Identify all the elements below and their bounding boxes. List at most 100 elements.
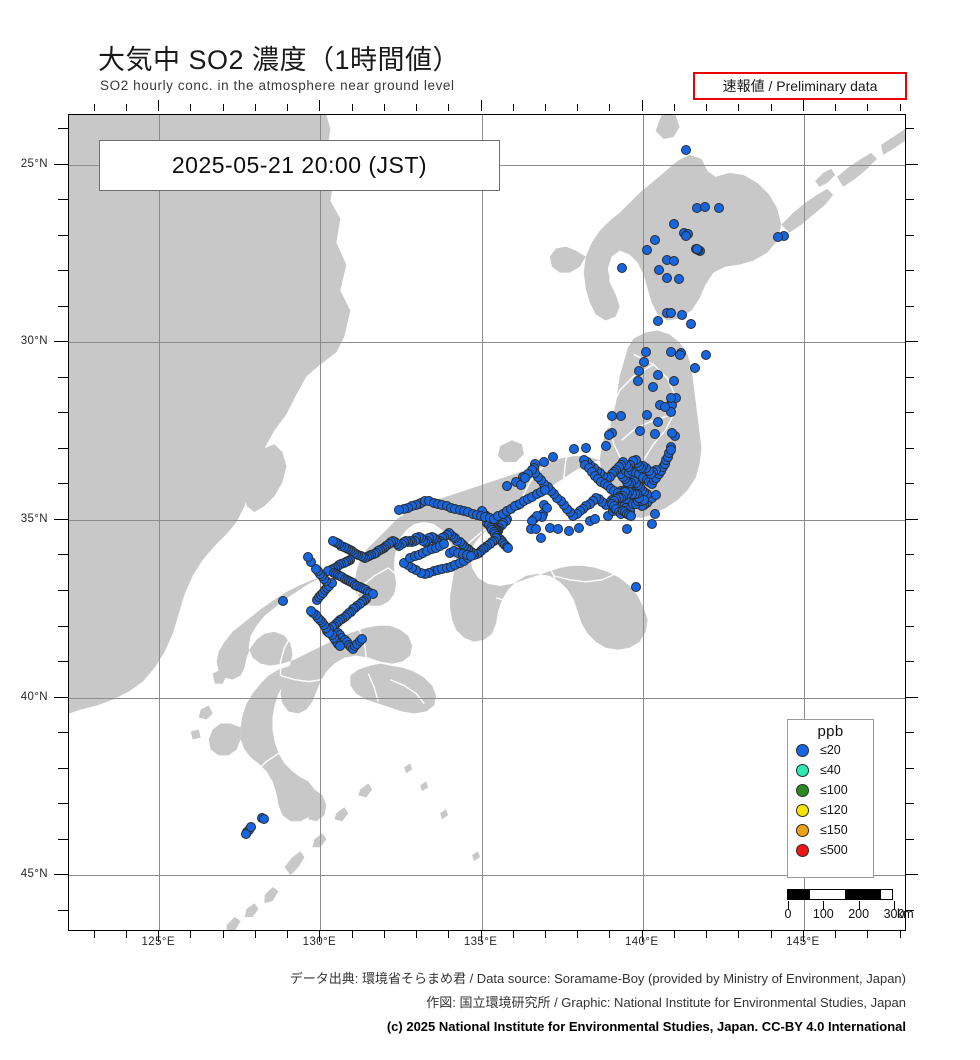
station-marker[interactable] xyxy=(640,347,651,358)
station-marker[interactable] xyxy=(568,444,579,455)
station-marker[interactable] xyxy=(501,481,512,492)
station-marker[interactable] xyxy=(641,244,652,255)
legend-title: ppb xyxy=(817,723,844,740)
scale-bar: 0 100 200 300 km xyxy=(785,889,917,923)
station-marker[interactable] xyxy=(394,505,405,515)
station-marker[interactable] xyxy=(674,274,685,285)
station-marker[interactable] xyxy=(541,502,552,513)
station-marker[interactable] xyxy=(564,525,575,536)
legend: ppb ≤20 ≤40 ≤100 ≤120 ≤150 ≤500 xyxy=(787,719,874,878)
station-marker[interactable] xyxy=(335,641,346,652)
station-marker[interactable] xyxy=(686,318,697,329)
station-marker[interactable] xyxy=(654,264,665,275)
station-marker[interactable] xyxy=(439,539,450,550)
station-marker[interactable] xyxy=(650,490,661,501)
station-marker[interactable] xyxy=(398,558,409,569)
station-marker[interactable] xyxy=(773,231,784,242)
station-marker[interactable] xyxy=(590,514,600,525)
lat-tick-30 xyxy=(54,696,68,698)
station-marker[interactable] xyxy=(681,144,692,155)
station-marker[interactable] xyxy=(630,582,641,593)
station-marker[interactable] xyxy=(665,393,676,404)
station-marker[interactable] xyxy=(668,376,679,387)
station-marker[interactable] xyxy=(641,410,652,421)
station-marker[interactable] xyxy=(306,605,317,616)
station-marker[interactable] xyxy=(520,473,531,484)
station-marker[interactable] xyxy=(652,417,663,428)
footer-graphic-credit: 作図: 国立環境研究所 / Graphic: National Institut… xyxy=(426,995,906,1010)
legend-label: ≤40 xyxy=(820,763,841,777)
scale-bar-unit: km xyxy=(897,907,914,921)
station-marker[interactable] xyxy=(616,263,627,274)
station-marker[interactable] xyxy=(668,219,679,230)
scale-bar-label: 300 xyxy=(883,907,905,921)
station-marker[interactable] xyxy=(615,411,626,422)
station-marker[interactable] xyxy=(666,427,677,438)
station-marker[interactable] xyxy=(547,451,558,462)
lon-label-145: 145°E xyxy=(786,936,820,948)
station-marker[interactable] xyxy=(310,563,321,574)
station-marker[interactable] xyxy=(278,595,289,606)
lat-tick-right-46 xyxy=(906,128,914,130)
station-marker[interactable] xyxy=(661,272,672,283)
scale-bar-segment xyxy=(809,890,846,899)
station-marker[interactable] xyxy=(634,365,645,376)
station-marker[interactable] xyxy=(689,362,700,373)
station-marker[interactable] xyxy=(666,444,677,455)
station-marker[interactable] xyxy=(536,532,547,543)
station-marker[interactable] xyxy=(580,443,591,454)
station-marker[interactable] xyxy=(603,429,614,440)
lon-tick-top-147 xyxy=(867,104,869,111)
lat-tick-38 xyxy=(58,412,68,414)
station-marker[interactable] xyxy=(649,428,660,439)
station-marker[interactable] xyxy=(677,309,688,320)
station-marker[interactable] xyxy=(714,203,725,214)
preliminary-data-badge: 速報値 / Preliminary data xyxy=(693,72,907,100)
gridline-lat-25 xyxy=(69,875,905,877)
station-marker[interactable] xyxy=(246,822,257,833)
station-marker[interactable] xyxy=(621,523,632,534)
station-marker[interactable] xyxy=(327,535,338,546)
station-marker[interactable] xyxy=(601,441,612,452)
station-marker[interactable] xyxy=(639,356,650,367)
station-marker[interactable] xyxy=(652,315,663,326)
station-marker[interactable] xyxy=(607,411,618,422)
station-marker[interactable] xyxy=(356,633,367,644)
station-marker[interactable] xyxy=(649,508,660,519)
station-marker[interactable] xyxy=(692,243,703,254)
station-marker[interactable] xyxy=(573,522,584,533)
station-marker[interactable] xyxy=(699,201,710,212)
map-plot-area[interactable] xyxy=(68,114,906,931)
lat-label-25: 45°N xyxy=(20,868,48,881)
station-marker[interactable] xyxy=(647,519,658,530)
station-marker[interactable] xyxy=(653,370,664,381)
station-marker[interactable] xyxy=(681,231,692,242)
station-marker[interactable] xyxy=(553,523,564,534)
lon-tick-139 xyxy=(609,931,611,938)
lat-tick-44 xyxy=(58,199,68,201)
lat-label-40: 30°N xyxy=(20,335,48,348)
station-marker[interactable] xyxy=(649,235,660,246)
station-marker[interactable] xyxy=(665,347,676,358)
lon-tick-134 xyxy=(448,931,450,938)
station-marker[interactable] xyxy=(466,551,477,562)
station-marker[interactable] xyxy=(647,382,658,393)
lat-label-45: 25°N xyxy=(20,157,48,170)
lon-tick-top-126 xyxy=(190,104,192,111)
station-marker[interactable] xyxy=(674,349,685,360)
station-marker[interactable] xyxy=(700,350,711,361)
lon-tick-top-143 xyxy=(738,104,740,111)
station-marker[interactable] xyxy=(303,552,314,563)
station-marker[interactable] xyxy=(660,401,671,412)
station-marker[interactable] xyxy=(540,484,551,495)
station-marker[interactable] xyxy=(626,510,637,521)
lon-tick-top-138 xyxy=(577,104,579,111)
station-marker[interactable] xyxy=(240,829,251,840)
scale-bar-labels: 0 100 200 300 km xyxy=(785,907,917,923)
station-marker[interactable] xyxy=(666,308,677,319)
station-marker[interactable] xyxy=(502,543,513,554)
legend-label: ≤120 xyxy=(820,803,848,817)
station-marker[interactable] xyxy=(632,375,643,386)
station-marker[interactable] xyxy=(668,255,679,266)
station-marker[interactable] xyxy=(258,814,269,825)
